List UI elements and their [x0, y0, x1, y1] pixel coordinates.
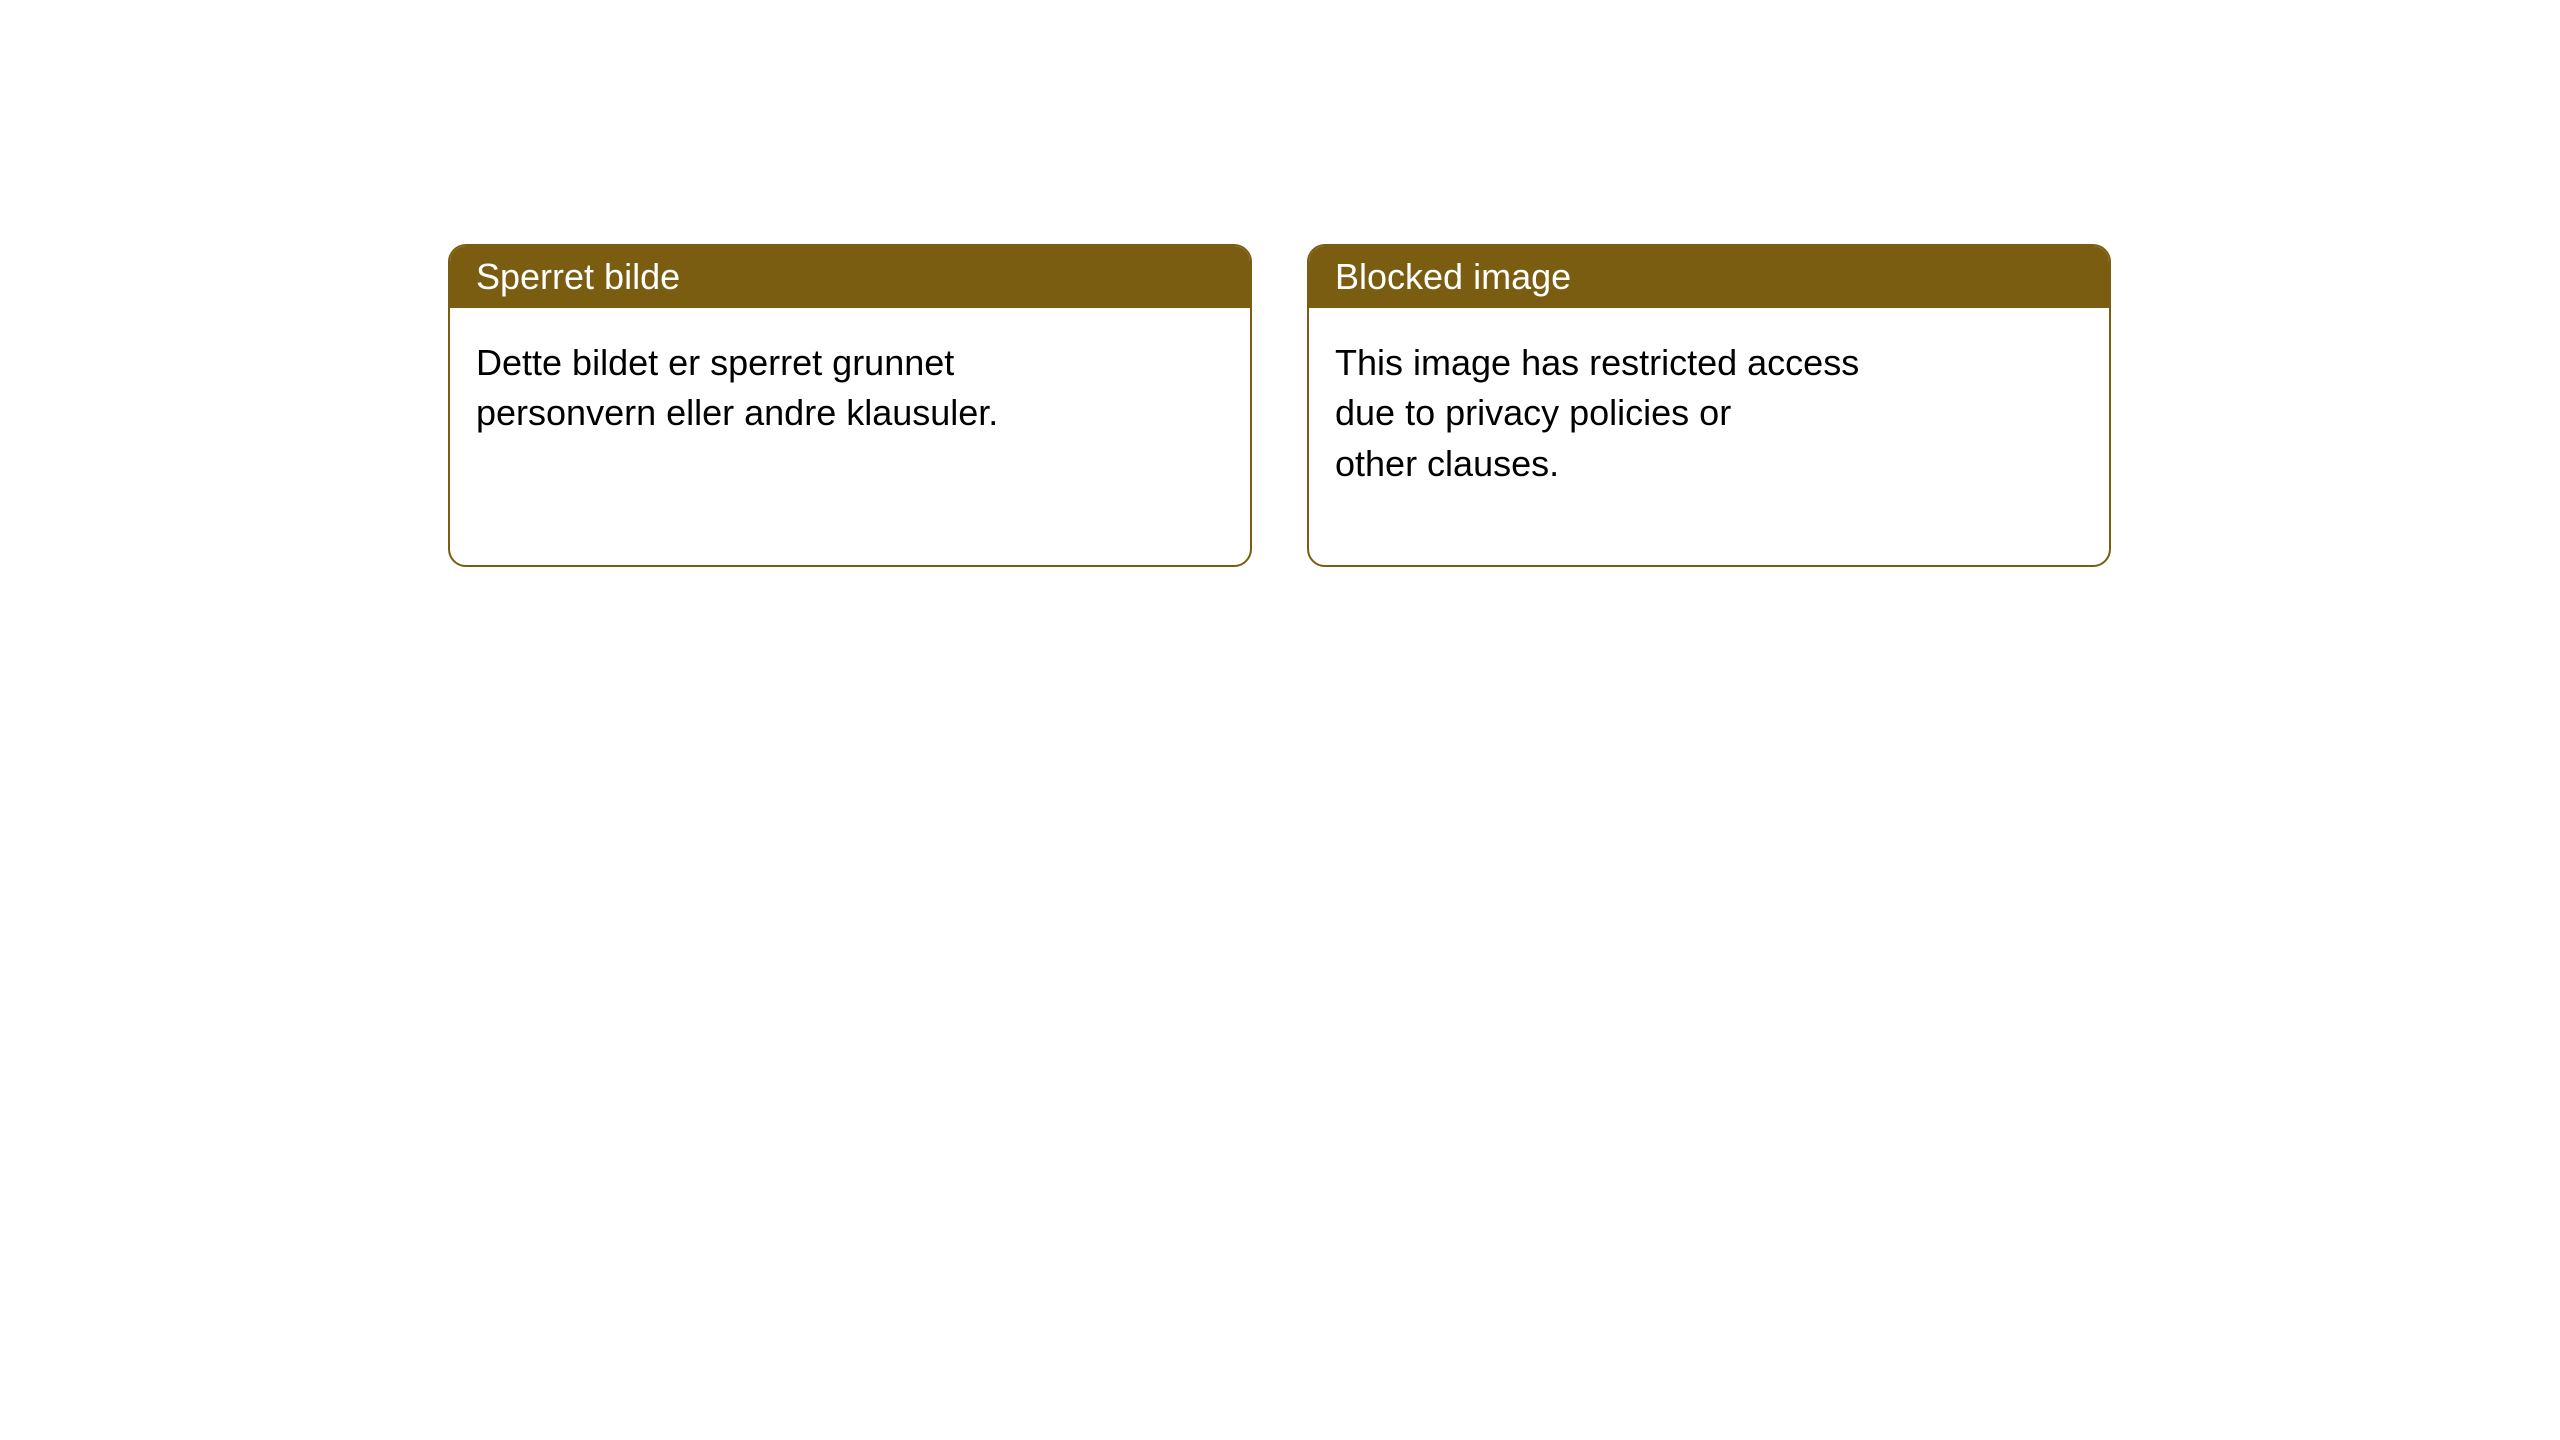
- notice-body: Dette bildet er sperret grunnet personve…: [450, 308, 1250, 515]
- notice-container: Sperret bilde Dette bildet er sperret gr…: [0, 0, 2560, 567]
- notice-title: Blocked image: [1309, 246, 2109, 308]
- notice-card-english: Blocked image This image has restricted …: [1307, 244, 2111, 567]
- notice-card-norwegian: Sperret bilde Dette bildet er sperret gr…: [448, 244, 1252, 567]
- notice-title: Sperret bilde: [450, 246, 1250, 308]
- notice-body: This image has restricted access due to …: [1309, 308, 2109, 565]
